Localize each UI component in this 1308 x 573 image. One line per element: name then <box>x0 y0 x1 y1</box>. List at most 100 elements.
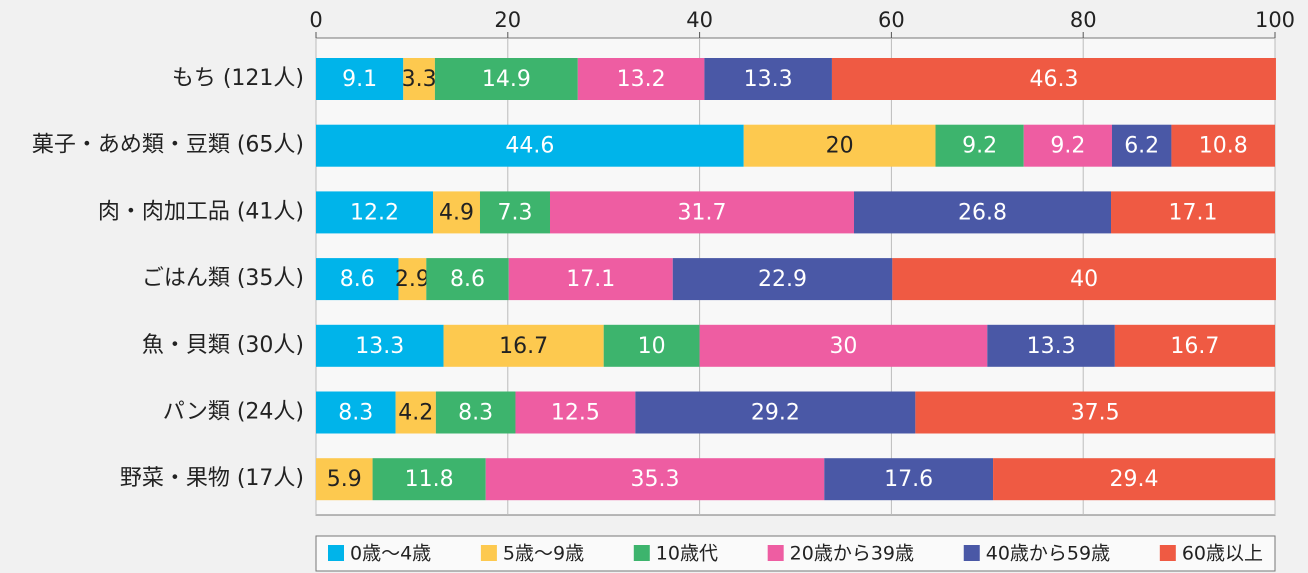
bar-segment <box>508 258 673 301</box>
value-label: 8.6 <box>340 267 375 292</box>
value-label: 13.3 <box>744 67 793 92</box>
bar-segment <box>1171 124 1275 167</box>
bar-segment <box>1111 191 1275 234</box>
value-label: 20 <box>826 134 854 159</box>
legend-swatch <box>480 545 497 561</box>
value-label: 8.6 <box>450 267 485 292</box>
legend-swatch <box>767 545 784 561</box>
bar-segment <box>398 258 427 301</box>
value-label: 8.3 <box>458 401 493 426</box>
bar-segment <box>372 458 486 501</box>
value-label: 7.3 <box>497 200 532 225</box>
value-label: 17.1 <box>566 267 615 292</box>
legend-swatch <box>963 545 980 561</box>
category-label: 菓子・あめ類・豆類 (65人) <box>32 133 304 158</box>
bar-segment <box>549 191 854 234</box>
value-label: 16.7 <box>499 334 548 359</box>
bar-segment <box>426 258 509 301</box>
bar-segment <box>316 458 373 501</box>
bar-segment <box>316 324 444 367</box>
bar-segment <box>435 391 516 434</box>
bar-segment <box>704 58 832 100</box>
legend-swatch <box>633 545 650 561</box>
bar-segment <box>316 58 404 100</box>
category-label: 魚・貝類 (30人) <box>142 333 304 358</box>
category-label: 野菜・果物 (17人) <box>120 466 304 491</box>
value-label: 26.8 <box>958 200 1007 225</box>
value-label: 4.9 <box>439 200 474 225</box>
bar-segment <box>892 258 1276 301</box>
value-label: 17.1 <box>1169 200 1218 225</box>
bar-segment <box>915 391 1275 434</box>
bar-segment <box>479 191 550 234</box>
value-label: 8.3 <box>338 401 373 426</box>
legend: 0歳～4歳 5歳～9歳 10歳代 20歳から39歳 40歳から59歳 60歳以上 <box>315 535 1276 572</box>
bar-segment <box>824 458 994 501</box>
bar-segment <box>395 391 436 434</box>
value-label: 17.6 <box>884 467 933 492</box>
value-label: 9.2 <box>1050 134 1085 159</box>
category-label: ごはん類 (35人) <box>142 266 304 291</box>
value-label: 29.2 <box>751 401 800 426</box>
value-label: 22.9 <box>758 267 807 292</box>
legend-box <box>315 535 1276 572</box>
legend-label: 5歳～9歳 <box>503 543 584 565</box>
x-tick-label: 40 <box>686 8 713 32</box>
value-label: 29.4 <box>1110 467 1159 492</box>
value-label: 10.8 <box>1199 134 1248 159</box>
x-tick-label: 20 <box>494 8 521 32</box>
value-label: 13.3 <box>1027 334 1076 359</box>
bar-segment <box>403 58 435 100</box>
legend-label: 40歳から59歳 <box>986 543 1110 565</box>
bar-segment <box>316 124 744 167</box>
value-label: 30 <box>829 334 857 359</box>
bar-segment <box>485 458 825 501</box>
bar-segment <box>1114 324 1275 367</box>
value-label: 4.2 <box>398 401 433 426</box>
category-label: 肉・肉加工品 (41人) <box>98 199 304 224</box>
bar-segment <box>1111 124 1172 167</box>
value-label: 2.9 <box>395 267 430 292</box>
value-label: 46.3 <box>1029 67 1078 92</box>
bar-segment <box>672 258 893 301</box>
category-label: パン類 (24人) <box>163 400 304 425</box>
legend-label: 0歳～4歳 <box>350 543 431 565</box>
bar-segment <box>432 191 480 234</box>
value-label: 12.5 <box>551 401 600 426</box>
bar-segment <box>515 391 636 434</box>
bar-segment <box>603 324 700 367</box>
value-label: 11.8 <box>405 467 454 492</box>
bar-segment <box>443 324 604 367</box>
value-label: 12.2 <box>350 200 399 225</box>
bar-segment <box>316 258 399 301</box>
legend-label: 20歳から39歳 <box>790 543 914 565</box>
bar-segment <box>434 58 578 100</box>
bar-segment <box>993 458 1275 501</box>
bar-segment <box>987 324 1115 367</box>
value-label: 13.2 <box>617 67 666 92</box>
value-label: 35.3 <box>631 467 680 492</box>
value-label: 31.7 <box>678 200 727 225</box>
bar-segment <box>935 124 1024 167</box>
legend-swatch <box>1159 545 1176 561</box>
bar-segment <box>699 324 988 367</box>
legend-label: 60歳以上 <box>1182 543 1263 565</box>
category-label: もち (121人) <box>172 66 304 91</box>
bar-segment <box>743 124 936 167</box>
value-label: 16.7 <box>1170 334 1219 359</box>
value-label: 9.2 <box>962 134 997 159</box>
value-label: 37.5 <box>1071 401 1120 426</box>
value-label: 6.2 <box>1124 134 1159 159</box>
bar-segment <box>316 191 433 234</box>
bar-segment <box>316 391 396 434</box>
bar-segment <box>1023 124 1112 167</box>
value-label: 14.9 <box>482 67 531 92</box>
value-label: 9.1 <box>342 67 377 92</box>
bar-segment <box>831 58 1276 100</box>
x-tick-label: 100 <box>1255 8 1295 32</box>
value-label: 5.9 <box>327 467 362 492</box>
bar-segment <box>635 391 916 434</box>
legend-label: 10歳代 <box>656 543 718 565</box>
